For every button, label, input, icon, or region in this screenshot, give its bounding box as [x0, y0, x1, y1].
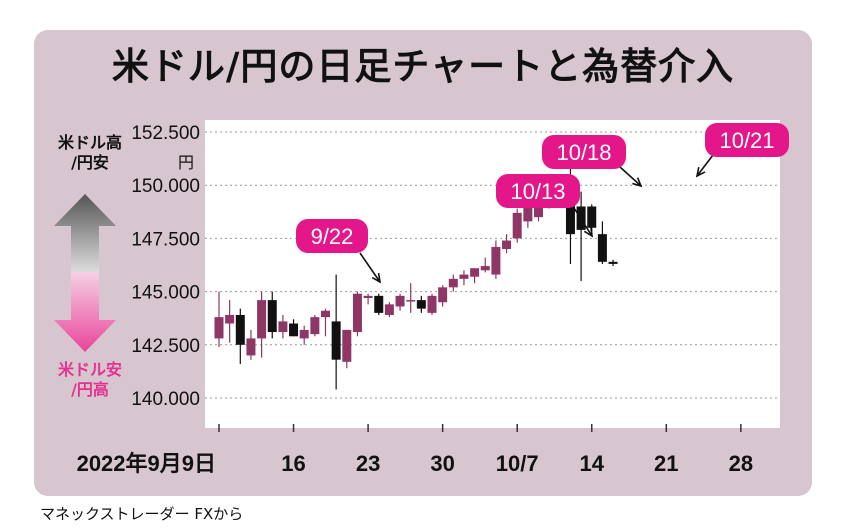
candle-body-7	[289, 323, 299, 337]
annotation-bubble-0	[296, 219, 368, 253]
annotation-bubble-1	[496, 174, 580, 208]
candle-body-30	[534, 204, 543, 218]
candle-body-4	[257, 300, 267, 339]
annotation-label-2: 10/18	[556, 140, 611, 165]
candle-body-13	[352, 293, 362, 333]
candle-body-1	[225, 315, 235, 324]
candle-body-17	[395, 295, 405, 307]
candle-body-15	[374, 295, 384, 313]
x-tick-label-7: 28	[729, 451, 753, 476]
x-tick-label-1: 16	[281, 451, 305, 476]
annotation-label-1: 10/13	[510, 179, 565, 204]
y-tick-label-2: 147.500	[131, 229, 200, 250]
candle-body-25	[480, 266, 490, 271]
candle-body-36	[597, 234, 607, 262]
down-arrow-icon	[54, 272, 116, 352]
candle-body-14	[363, 295, 373, 298]
annotation-label-3: 10/21	[719, 128, 774, 153]
x-tick-label-0: 2022年9月9日	[77, 451, 216, 476]
candle-body-23	[459, 274, 469, 279]
candle-body-29	[523, 206, 533, 222]
y-axis-unit: 円	[178, 153, 195, 172]
source-note: マネックストレーダー FXから	[40, 505, 244, 523]
annotation-arrowhead-0	[371, 272, 382, 284]
y-tick-label-3: 145.000	[131, 283, 200, 304]
candle-body-28	[512, 212, 522, 239]
dollar-weak-line-2: /円高	[71, 380, 109, 399]
y-tick-label-4: 142.500	[131, 336, 200, 357]
dollar-strong-label: 米ドル高 /円安	[38, 133, 142, 173]
candle-body-9	[310, 317, 320, 335]
candle-body-27	[502, 240, 512, 250]
annotation-label-0: 9/22	[311, 224, 354, 249]
candle-body-26	[491, 246, 501, 275]
candle-body-21	[438, 287, 448, 303]
candle-body-6	[278, 321, 288, 333]
candle-body-22	[448, 278, 458, 288]
candle-body-18	[406, 300, 416, 302]
candle-body-5	[267, 300, 277, 333]
dollar-weak-line-1: 米ドル安	[57, 360, 122, 379]
candle-body-12	[342, 329, 352, 362]
x-tick-label-4: 10/7	[496, 451, 539, 476]
x-tick-label-2: 23	[356, 451, 380, 476]
dollar-strong-line-1: 米ドル高	[57, 133, 122, 152]
annotation-arrowhead-1	[583, 226, 593, 238]
chart-title: 米ドル/円の日足チャートと為替介入	[111, 45, 735, 88]
annotation-bubble-3	[705, 123, 789, 157]
candle-body-0	[214, 317, 224, 339]
candle-body-20	[427, 295, 437, 313]
candle-body-16	[384, 304, 394, 316]
annotation-arrow-2	[619, 166, 642, 187]
annotation-arrowhead-3	[695, 167, 706, 178]
candle-body-3	[246, 338, 256, 356]
y-tick-label-1: 150.000	[131, 176, 200, 197]
candle-body-8	[299, 329, 309, 339]
annotation-arrowhead-2	[632, 177, 643, 188]
candle-body-11	[331, 321, 341, 360]
candle-body-10	[321, 310, 330, 318]
annotation-bubble-2	[542, 135, 626, 169]
y-tick-label-5: 140.000	[131, 389, 200, 410]
x-tick-label-6: 21	[654, 451, 678, 476]
dollar-strong-line-2: /円安	[71, 153, 109, 172]
annotation-arrow-1	[573, 207, 593, 237]
y-tick-label-0: 152.500	[131, 123, 200, 144]
dollar-weak-label: 米ドル安 /円高	[38, 360, 142, 400]
x-axis-band	[34, 428, 812, 496]
candle-body-2	[235, 315, 245, 345]
candle-body-24	[470, 268, 480, 277]
annotation-arrow-3	[696, 154, 714, 177]
x-tick-label-5: 14	[580, 451, 605, 476]
up-arrow-icon	[54, 194, 116, 274]
candle-body-19	[416, 300, 426, 309]
x-tick-label-3: 30	[430, 451, 454, 476]
candle-body-37	[608, 261, 618, 264]
candle-body-33	[565, 185, 575, 235]
candle-body-35	[587, 206, 597, 228]
annotation-arrow-0	[359, 252, 381, 283]
